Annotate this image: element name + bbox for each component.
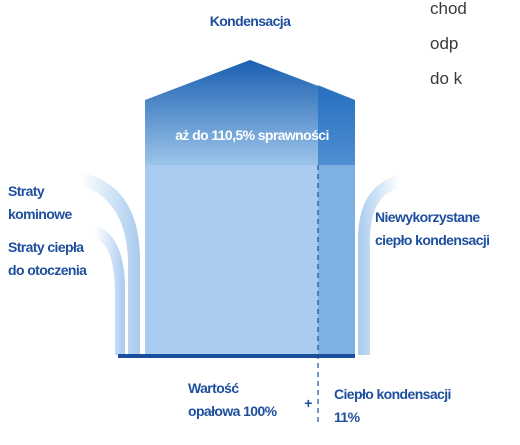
side-text: chod <box>430 0 467 18</box>
label: kominowe <box>8 206 72 222</box>
title: Kondensacja <box>210 13 291 29</box>
diagram: Kondensacja aż do 110,5% sprawności chod… <box>0 0 520 445</box>
label: Straty ciepła <box>8 239 84 255</box>
label: Straty <box>8 183 45 199</box>
loss-arc <box>358 175 400 355</box>
label: Ciepło kondensacji <box>334 386 451 402</box>
side-text: odp <box>430 34 458 53</box>
label: Niewykorzystane <box>375 209 480 225</box>
plus: + <box>304 395 312 411</box>
label: 11% <box>334 409 361 425</box>
side-text: do k <box>430 69 463 88</box>
label: opałowa 100% <box>188 403 278 419</box>
loss-arc <box>95 225 125 355</box>
label: Wartość <box>188 380 239 396</box>
house <box>145 60 355 355</box>
label: do otoczenia <box>8 262 87 278</box>
condensation-body <box>318 165 355 355</box>
label: ciepło kondensacji <box>375 232 489 248</box>
roof-label: aż do 110,5% sprawności <box>175 127 329 143</box>
loss-arc <box>80 172 140 355</box>
